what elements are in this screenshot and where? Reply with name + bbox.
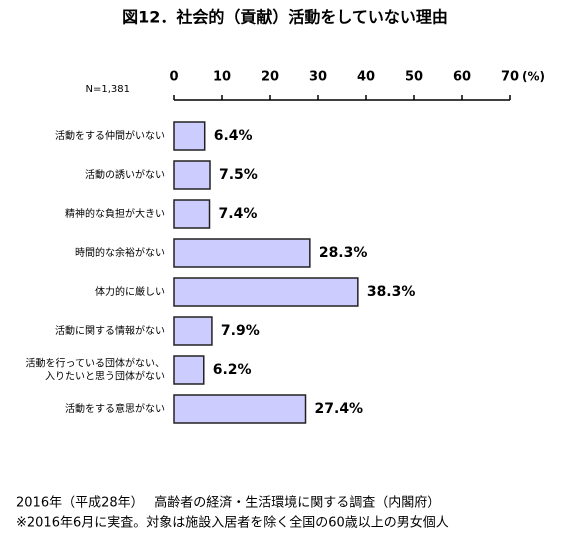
bar [173,199,211,229]
value-label: 6.2% [213,362,252,378]
category-label: 活動をする仲間がいない [55,129,165,142]
x-tick-label: 30 [309,70,327,85]
x-unit: (%) [522,70,545,84]
value-label: 7.5% [219,167,258,183]
value-label: 7.9% [221,323,260,339]
x-tick-label: 0 [169,70,178,85]
category-label: 活動をする意思がない [65,402,165,415]
footer-source: 2016年（平成28年） 高齢者の経済・生活環境に関する調査（内閣府） [16,495,440,511]
x-tick-label: 20 [261,70,279,85]
x-tick-label: 60 [453,70,471,85]
chart-title: 図12．社会的（貢献）活動をしていない理由 [122,8,448,27]
sample-size: N=1,381 [86,84,131,95]
bar [173,238,311,268]
category-label: 時間的な余裕がない [75,246,165,259]
bar [173,121,206,151]
footer-note: ※2016年6月に実査。対象は施設入居者を除く全国の60歳以上の男女個人 [16,515,449,531]
bar [173,394,307,424]
bar [173,277,359,307]
category-label: 活動の誘いがない [85,168,165,181]
bar [173,160,211,190]
category-label: 体力的に厳しい [95,285,165,298]
category-label: 活動を行っている団体がない、入りたいと思う団体がない [26,357,166,383]
x-tick-label: 10 [213,70,231,85]
category-label: 精神的な負担が大きい [65,207,165,220]
value-label: 38.3% [367,284,416,300]
value-label: 28.3% [319,245,368,261]
category-label: 活動に関する情報がない [55,324,165,337]
value-label: 27.4% [315,401,364,417]
x-tick-label: 40 [357,70,375,85]
x-tick-label: 50 [405,70,423,85]
value-label: 6.4% [214,128,253,144]
bar [173,316,213,346]
x-tick-label: 70 [501,70,519,85]
value-label: 7.4% [219,206,258,222]
bar [173,355,205,385]
